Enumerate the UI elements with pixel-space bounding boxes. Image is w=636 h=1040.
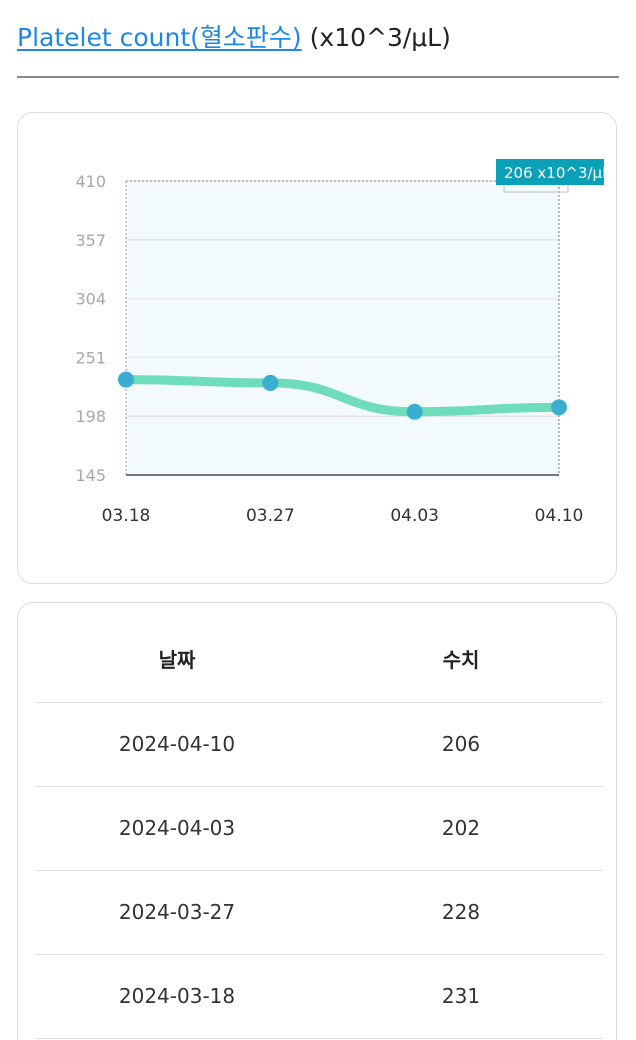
history-table-card: 날짜 수치 2024-04-10 206 2024-04-03 202 2024… — [17, 602, 617, 1040]
y-tick-label: 304 — [75, 290, 106, 309]
table-header-row: 날짜 수치 — [35, 619, 603, 703]
series-line — [121, 375, 564, 417]
y-tick-label: 410 — [75, 172, 106, 191]
x-tick-label: 04.03 — [390, 506, 439, 526]
x-tick-label: 03.18 — [102, 506, 151, 526]
table-row: 2024-03-18 231 — [35, 955, 603, 1039]
data-point[interactable] — [551, 399, 567, 416]
data-point[interactable] — [406, 403, 423, 420]
chart-card: 410 357 304 251 198 145 03.18 03.27 04.03 04.10 20… — [17, 112, 617, 584]
line-chart[interactable]: 410 357 304 251 198 145 03.18 03.27 04.03 04.10 20… — [18, 113, 618, 583]
table-row: 2024-03-27 228 — [35, 871, 603, 955]
column-header-date: 날짜 — [158, 648, 196, 672]
date-cell: 2024-04-10 — [118, 732, 236, 756]
plot-area — [126, 181, 559, 475]
date-cell: 2024-03-27 — [118, 900, 236, 924]
title-link[interactable]: Platelet count(혈소판수) — [17, 23, 302, 52]
table-row: 2024-04-10 206 — [35, 703, 603, 787]
y-tick-label: 251 — [75, 348, 106, 367]
value-cell: 231 — [441, 984, 481, 1008]
y-tick-label: 145 — [75, 466, 106, 485]
x-tick-label: 04.10 — [535, 506, 584, 526]
tooltip-box — [496, 159, 604, 185]
column-header-value: 수치 — [442, 648, 480, 672]
x-tick-label: 03.27 — [246, 506, 295, 526]
y-tick-label: 357 — [75, 231, 106, 250]
history-table: 날짜 수치 2024-04-10 206 2024-04-03 202 2024… — [35, 619, 603, 1039]
data-point[interactable] — [118, 371, 134, 388]
y-tick-label: 198 — [75, 407, 106, 426]
value-cell: 206 — [441, 732, 481, 756]
date-cell: 2024-03-18 — [118, 984, 236, 1008]
value-cell: 228 — [441, 900, 481, 924]
tooltip-text: 206 x10^3/μL — [504, 164, 611, 182]
page-title: Platelet count(혈소판수) (x10^3/μL) — [17, 18, 451, 58]
table-row: 2024-04-03 202 — [35, 787, 603, 871]
value-cell: 202 — [441, 816, 481, 840]
title-divider — [17, 76, 619, 78]
data-point[interactable] — [262, 374, 279, 391]
date-cell: 2024-04-03 — [118, 816, 236, 840]
title-unit: (x10^3/μL) — [309, 23, 451, 52]
